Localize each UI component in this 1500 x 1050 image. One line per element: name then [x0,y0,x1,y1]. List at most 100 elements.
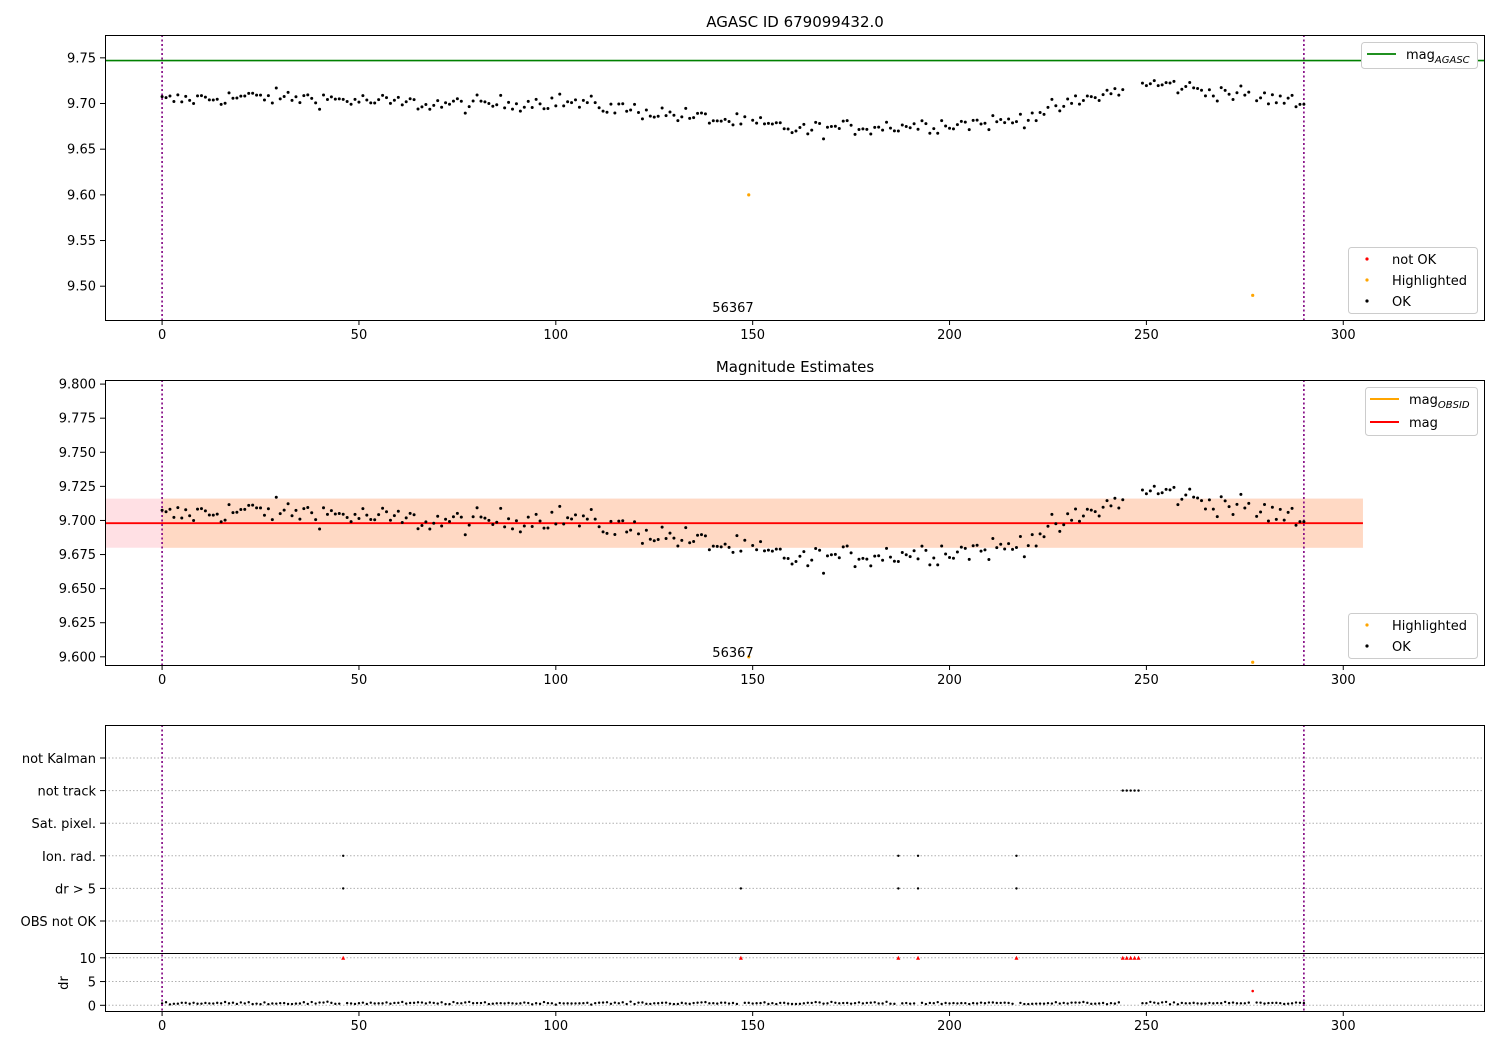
dr-point [1086,1001,1089,1005]
agasc-ok-point [310,96,314,100]
magnitude-ok-point [676,544,680,548]
magnitude-ok-point [577,524,581,528]
magnitude-ok-point [1144,492,1148,496]
dr-point [1153,1001,1156,1004]
magnitude-ok-point [751,543,755,547]
agasc-ok-point [1263,91,1267,95]
agasc-ok-point [392,98,396,102]
agasc-ok-point [1255,99,1259,103]
agasc-ok-point [1294,105,1298,109]
magnitude-ok-point [1282,518,1286,522]
agasc-ok-point [302,94,306,98]
dr-point [975,1002,979,1005]
magnitude-ok-point [1105,499,1109,503]
dr-point [771,1001,774,1005]
magnitude-ok-point [845,544,849,548]
flag-point [739,887,743,890]
agasc-ok-point [396,95,400,99]
agasc-ok-point [270,101,274,105]
agasc-ok-point [160,95,164,99]
dr-point [1180,1001,1184,1005]
magnitude-ok-point [172,515,176,519]
magnitude-ytick-label: 9.650 [59,582,96,597]
agasc-ok-point [636,110,640,114]
dr-point [818,1001,821,1004]
magnitude-ok-point [203,509,207,513]
magnitude-ok-point [483,516,487,520]
agasc-ok-point [837,127,841,131]
magnitude-ok-point [719,545,723,549]
magnitude-ok-point [841,545,845,549]
dr-point [936,1000,939,1004]
agasc-ok-point [176,93,180,97]
magnitude-ok-point [176,506,180,510]
dr-point [853,1001,857,1005]
dr-point [979,1001,983,1004]
dr-point [798,1002,802,1006]
magnitude-ok-point [184,508,188,512]
agasc-ok-point [928,131,932,135]
dr-point [676,1002,680,1006]
agasc-ok-point [341,97,345,101]
magnitude-ok-point [908,555,912,559]
agasc-legend-lines: magAGASC [1361,42,1478,69]
agasc-ok-point [172,99,176,103]
magnitude-ok-point [1259,510,1263,514]
magnitude-legend-label: Highlighted [1392,619,1467,634]
agasc-ok-point [936,131,940,135]
dr-point [566,1002,569,1005]
dr-point [1023,1002,1026,1006]
dr-point [475,1001,479,1005]
agasc-ok-point [546,107,550,111]
agasc-ok-point [727,120,731,124]
dr-point [204,1001,207,1005]
agasc-ok-point [518,109,522,113]
agasc-ok-point [873,125,877,129]
agasc-ok-point [325,97,329,101]
dr-point [723,1001,727,1004]
magnitude-ok-point [207,513,211,517]
agasc-ok-point [1007,117,1011,121]
agasc-ok-point [361,94,365,98]
agasc-ok-point [1227,92,1231,96]
agasc-ok-point [743,115,747,119]
magnitude-ytick-label: 9.750 [59,446,96,461]
dr-point [928,1001,932,1005]
magnitude-ok-point [227,503,231,507]
agasc-ok-point [550,96,554,100]
magnitude-ok-point [668,531,672,535]
magnitude-ok-point [644,528,648,532]
agasc-ok-point [589,94,593,98]
magnitude-ok-point [873,554,877,558]
magnitude-ok-point [692,540,696,544]
agasc-ok-point [349,102,353,106]
agasc-ok-point [912,122,916,126]
agasc-ok-point [1188,81,1192,85]
dr-point [755,1002,758,1005]
agasc-ok-point [424,102,428,106]
dr-point [684,1002,687,1005]
agasc-ok-point [467,105,471,109]
agasc-ok-point [215,97,219,101]
agasc-ok-point [408,97,412,101]
agasc-legend-box [1361,42,1478,69]
magnitude-ok-point [1160,491,1164,495]
agasc-ok-point [1215,99,1219,103]
agasc-ok-point [814,120,818,124]
agasc-ok-point [322,93,326,97]
magnitude-ok-point [829,553,833,557]
dr-point [349,1002,353,1005]
dr-point [196,1002,199,1005]
magnitude-xtick-label: 50 [351,673,368,688]
dr-point [656,1002,660,1005]
agasc-ok-point [1050,97,1054,101]
agasc-ok-point [987,128,991,132]
flag-label: not track [37,785,96,800]
agasc-ok-point [940,119,944,123]
dr-point [306,1002,309,1006]
agasc-ok-point [802,122,806,126]
magnitude-ok-point [341,512,345,516]
dr-point [542,1000,546,1004]
agasc-ok-point [381,93,385,97]
flag-point [1137,789,1140,792]
